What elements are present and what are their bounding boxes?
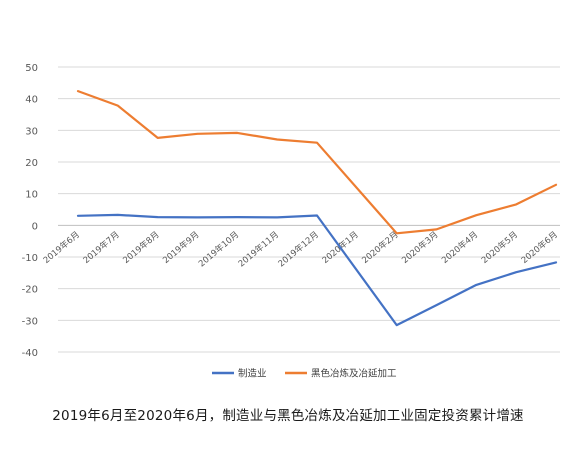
x-tick-label: 2019年8月 <box>121 229 162 266</box>
legend-label: 制造业 <box>238 368 267 380</box>
x-tick-label: 2020年2月 <box>360 229 401 266</box>
y-tick-label: -20 <box>22 285 38 296</box>
x-tick-label: 2019年9月 <box>161 229 202 266</box>
chart-caption: 2019年6月至2020年6月，制造业与黑色冶炼及冶延加工业固定投资累计增速 <box>52 408 524 424</box>
y-tick-label: -30 <box>22 316 38 327</box>
y-tick-label: 30 <box>25 126 38 137</box>
legend-label: 黑色冶炼及冶延加工 <box>311 368 397 380</box>
series-line-0 <box>76 213 558 327</box>
x-tick-label: 2020年5月 <box>479 229 520 266</box>
x-tick-label: 2019年12月 <box>276 229 321 269</box>
y-tick-label: 40 <box>25 95 38 106</box>
y-tick-label: 20 <box>25 158 38 169</box>
x-axis-tick-labels: 2019年6月 2019年7月 2019年8月 2019年9月2019年10月2019… <box>41 229 560 269</box>
y-axis-tick-labels: 50 40 30 20 10 0 -10 -20 -30 -40 <box>22 63 38 359</box>
series-line-1 <box>76 90 558 235</box>
x-tick-label: 2020年3月 <box>400 229 441 266</box>
x-tick-label: 2020年4月 <box>439 229 480 266</box>
x-tick-label: 2020年6月 <box>519 229 560 266</box>
y-tick-label: -10 <box>22 253 38 264</box>
gridlines <box>58 66 560 353</box>
series-lines <box>76 90 558 327</box>
y-tick-label: -40 <box>22 348 38 359</box>
y-tick-label: 10 <box>25 190 38 201</box>
x-tick-label: 2019年7月 <box>81 229 122 266</box>
x-tick-label: 2019年6月 <box>41 229 82 266</box>
y-tick-label: 0 <box>32 221 38 232</box>
legend: 制造业 黑色冶炼及冶延加工 <box>212 368 397 380</box>
x-tick-label: 2019年10月 <box>196 229 241 269</box>
y-tick-label: 50 <box>25 63 38 74</box>
x-tick-label: 2019年11月 <box>236 229 281 269</box>
